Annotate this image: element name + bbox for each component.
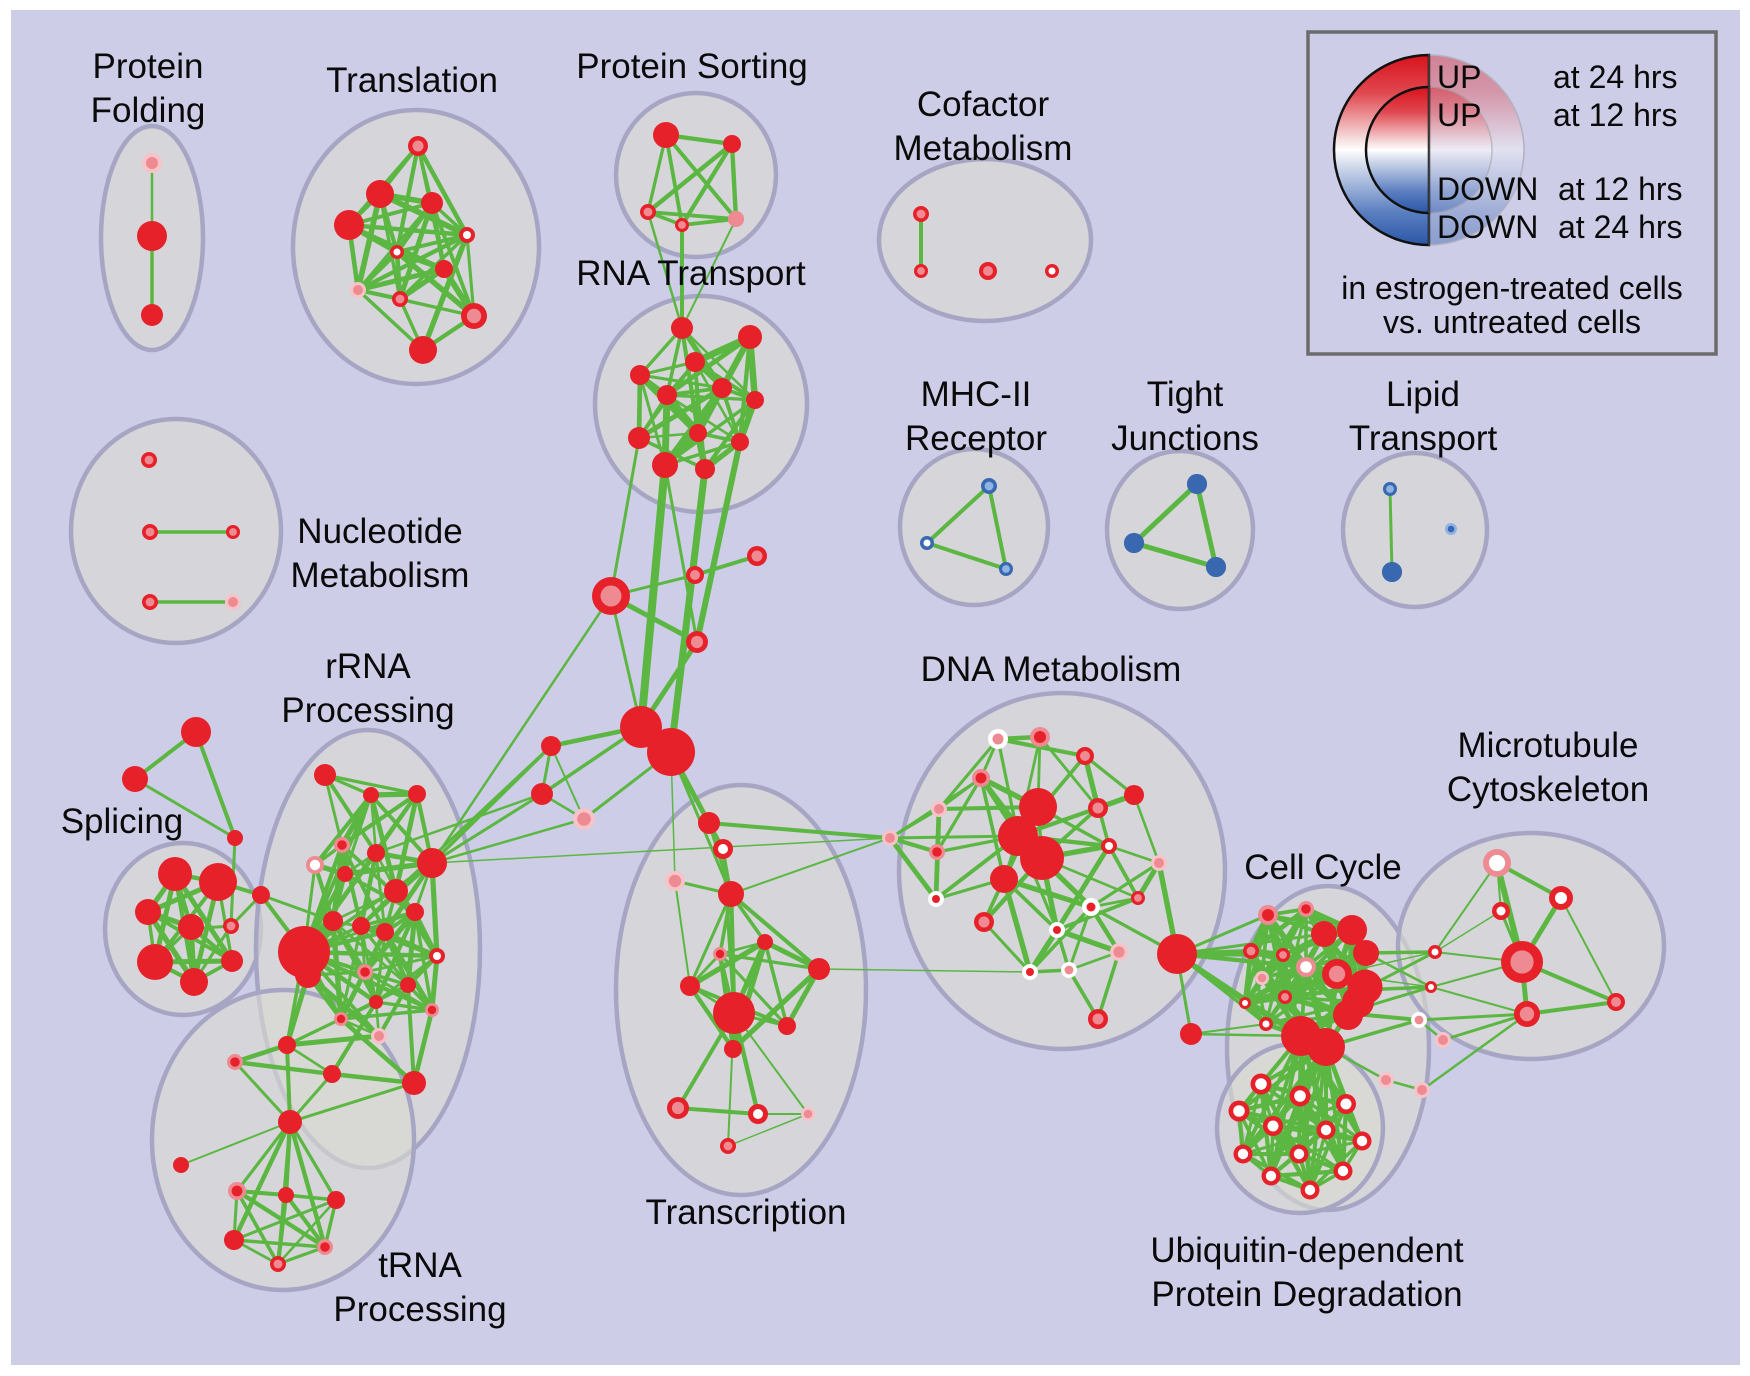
svg-text:Metabolism: Metabolism: [291, 556, 470, 595]
svg-text:RNA Transport: RNA Transport: [576, 254, 806, 293]
svg-text:in estrogen-treated cells: in estrogen-treated cells: [1341, 270, 1683, 306]
svg-text:Protein Sorting: Protein Sorting: [576, 47, 808, 86]
svg-text:UP: UP: [1437, 97, 1481, 133]
svg-text:Tight: Tight: [1147, 375, 1224, 414]
svg-text:Nucleotide: Nucleotide: [297, 512, 462, 551]
svg-text:at 12 hrs: at 12 hrs: [1553, 97, 1678, 133]
svg-text:UP: UP: [1437, 59, 1481, 95]
svg-text:DNA Metabolism: DNA Metabolism: [921, 650, 1182, 689]
svg-text:MHC-II: MHC-II: [921, 375, 1032, 414]
svg-text:rRNA: rRNA: [325, 647, 411, 686]
svg-text:Transport: Transport: [1349, 419, 1498, 458]
svg-text:Folding: Folding: [91, 91, 206, 130]
svg-text:Protein: Protein: [93, 47, 204, 86]
svg-text:Transcription: Transcription: [646, 1193, 847, 1232]
svg-text:Metabolism: Metabolism: [894, 129, 1073, 168]
svg-text:Lipid: Lipid: [1386, 375, 1460, 414]
svg-text:at 12 hrs: at 12 hrs: [1558, 171, 1683, 207]
svg-text:Processing: Processing: [333, 1290, 506, 1329]
svg-text:DOWN: DOWN: [1437, 209, 1538, 245]
svg-text:Receptor: Receptor: [905, 419, 1047, 458]
svg-text:Ubiquitin-dependent: Ubiquitin-dependent: [1150, 1231, 1464, 1270]
svg-text:DOWN: DOWN: [1437, 171, 1538, 207]
svg-text:Cytoskeleton: Cytoskeleton: [1447, 770, 1649, 809]
svg-text:Cell Cycle: Cell Cycle: [1244, 848, 1402, 887]
svg-text:vs. untreated cells: vs. untreated cells: [1383, 304, 1641, 340]
svg-text:Cofactor: Cofactor: [917, 85, 1050, 124]
svg-text:Splicing: Splicing: [61, 802, 184, 841]
svg-text:Junctions: Junctions: [1111, 419, 1259, 458]
svg-text:Translation: Translation: [326, 61, 498, 100]
svg-text:Processing: Processing: [281, 691, 454, 730]
svg-text:tRNA: tRNA: [378, 1246, 462, 1285]
svg-text:at 24 hrs: at 24 hrs: [1553, 59, 1678, 95]
svg-text:at 24 hrs: at 24 hrs: [1558, 209, 1683, 245]
svg-text:Protein Degradation: Protein Degradation: [1151, 1275, 1462, 1314]
svg-text:Microtubule: Microtubule: [1458, 726, 1639, 765]
